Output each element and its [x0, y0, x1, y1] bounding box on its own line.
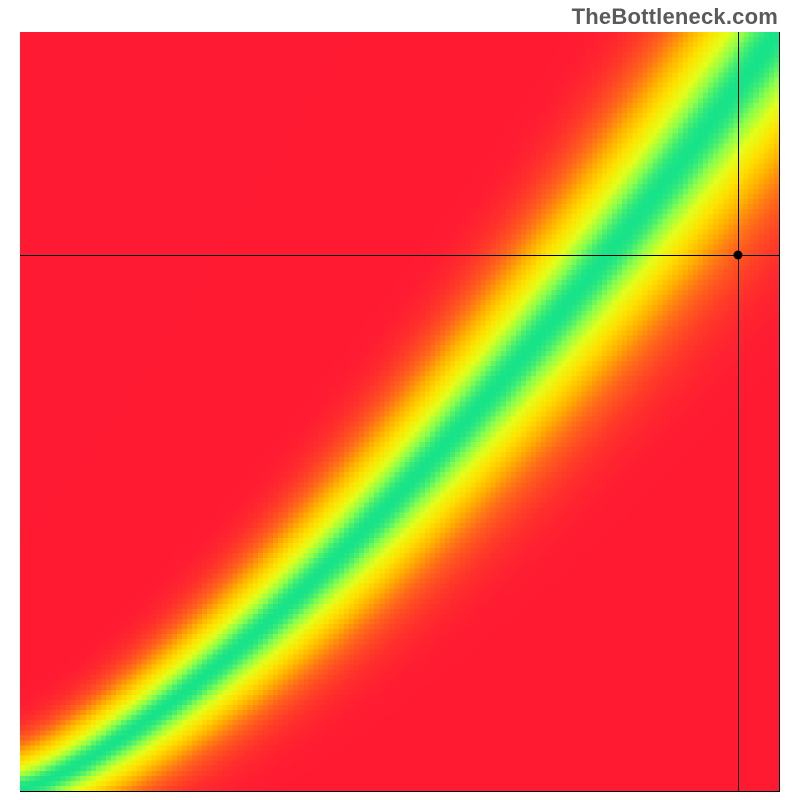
heatmap-plot	[20, 32, 780, 792]
watermark-text: TheBottleneck.com	[572, 4, 778, 30]
chart-container: TheBottleneck.com	[0, 0, 800, 800]
heatmap-canvas	[20, 32, 779, 791]
crosshair-vertical	[738, 32, 739, 791]
crosshair-dot	[734, 250, 743, 259]
crosshair-horizontal	[20, 255, 779, 256]
